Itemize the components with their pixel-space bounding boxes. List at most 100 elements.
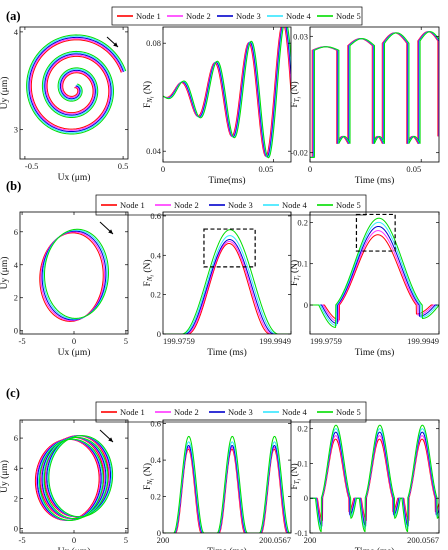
panel-c-plot-1-orbit-node-5 (48, 435, 114, 518)
panel-b-plot-2-axes: 199.9759 199.9949 0 0.2 0.4 0.6 Time (ms) FNi (… (142, 211, 292, 358)
panel-a-plot-2-series-node-3 (163, 27, 291, 158)
panel-c-plot-1-xtick-label: -5 (19, 535, 26, 545)
panel-c-plot-1-orbit-node-5 (39, 438, 104, 521)
panel-b-plot-1-xtick-label: 0 (72, 336, 76, 346)
panel-b-plot-2-curves (163, 229, 291, 334)
panel-a-plot-2-ytick-label: 0.08 (146, 38, 161, 48)
panel-a-plot-2-ylabel: FNi (N) (142, 81, 156, 108)
panel-a-plot-1-ytick-label: 3 (14, 125, 18, 135)
panel-c-plot-2-ytick-label: 0.4 (150, 455, 161, 465)
panel-a-plot-1-orbit-node-4 (27, 35, 126, 134)
panel-c-plot-3-xtick-label: 200 (304, 535, 317, 545)
panel-c-plot-1-xtick-label: 5 (124, 535, 128, 545)
panel-a-plot-3-ytick-label: 0.03 (293, 31, 308, 41)
panel-b-plot-3-ylabel: FTi (N) (289, 260, 303, 286)
legend-entry-node-3: Node 3 (228, 200, 253, 210)
panel-a-plot-1-axes: -0.5 0.5 3 4 Ux (μm) Uy (μm) (0, 26, 129, 183)
panel-c-plot-1-ytick-label: 6 (14, 433, 18, 443)
panel-label-b: (b) (6, 179, 21, 193)
panel-b-plot-3-xtick-label: 199.9759 (310, 336, 342, 346)
panel-c-plot-1-xtick-label: 0 (72, 535, 76, 545)
panel-b-plot-3-frame (309, 211, 440, 335)
panel-b-plot-1-xtick-label: -5 (19, 336, 26, 346)
panel-a-plot-1-orbit-node-2 (29, 38, 123, 131)
panel-b-plot-2-xtick-label: 199.9949 (259, 336, 291, 346)
panel-b-plot-3-axes: 199.9759 199.9949 0 0.1 0.2 Time (ms) FTi (N) (289, 211, 440, 358)
legend-entry-node-2: Node 2 (186, 11, 211, 21)
panel-a-plot-1-curves (26, 34, 127, 135)
panel-c-plot-3-xlabel: Time (ms) (355, 546, 395, 550)
panel-b-plot-2-ytick-label: 0.6 (150, 211, 161, 221)
legend-entry-node-2: Node 2 (174, 200, 199, 210)
panel-a-plot-2-xtick-label: 0 (161, 164, 165, 174)
panel-b-plot-1-ytick-label: 6 (14, 227, 18, 237)
legend-entry-node-1: Node 1 (120, 200, 145, 210)
panel-b-plot-2-ytick-label: 0 (157, 329, 161, 339)
legend-entry-node-4: Node 4 (286, 11, 312, 21)
panel-b-plot-2-series-node-2 (163, 241, 291, 334)
panel-b-plot-2-series-node-4 (163, 235, 291, 334)
legend-box (95, 194, 367, 216)
legend-entry-node-3: Node 3 (228, 407, 253, 417)
panel-c-plot-2-series-node-4 (163, 441, 291, 533)
panel-label-a: (a) (6, 9, 21, 23)
panel-c-plot-2-axes: 200 200.0567 0 0.2 0.4 0.6 Time (ms) FNi (N) (142, 419, 292, 550)
panel-b-plot-2-xtick-label: 199.9759 (163, 336, 195, 346)
panel-b-plot-3-ytick-label: 0 (304, 300, 308, 310)
panel-c-plot-3-series-node-5 (310, 424, 439, 533)
panel-a-plot-1-orbit-node-1 (30, 39, 122, 130)
panel-b-plot-1-orbit-node-5 (44, 228, 109, 319)
panel-a-plot-1-orbit-node-5 (26, 34, 127, 135)
panel-b-plot-1-ytick-label: 4 (14, 260, 19, 270)
panel-c-plot-1-arrow-head (108, 437, 113, 442)
panel-b-plot-1-ylabel: Uy (μm) (0, 257, 10, 290)
panel-c-plot-1-ytick-label: 2 (14, 493, 18, 503)
panel-a-plot-3-xlabel: Time (ms) (355, 175, 395, 186)
panel-b-plot-1-arrow-head (108, 229, 113, 234)
panel-b-plot-2-series-node-3 (163, 239, 291, 334)
panel-b-plot-2-ytick-label: 0.2 (150, 290, 161, 300)
panel-a-plot-2-series-node-1 (163, 27, 291, 157)
panel-b-plot-3-xlabel: Time (ms) (355, 347, 395, 358)
legend-0: Node 1 Node 2 Node 3 Node 4 Node 5 (111, 6, 363, 26)
panel-c-plot-2-xlabel: Time (ms) (207, 546, 247, 550)
panel-c-plot-1-xlabel: Ux (μm) (58, 546, 91, 550)
legend-entry-node-5: Node 5 (336, 11, 361, 21)
panel-a-plot-3-ylabel: FTi (N) (289, 81, 303, 107)
panel-b-plot-3-curves (310, 217, 439, 328)
panel-c-plot-3-axes: 200 200.0567 -0.1 0 0.1 0.2 Time (ms) FTi (N) (289, 419, 440, 550)
legend-entry-node-1: Node 1 (120, 407, 145, 417)
panel-c-plot-1-ytick-label: 4 (14, 463, 19, 473)
panel-c-plot-2-xtick-label: 200 (157, 535, 170, 545)
panel-a-plot-3-ytick-label: -0.02 (290, 148, 308, 158)
panel-b-plot-1-xtick-label: 5 (124, 336, 128, 346)
panel-a-plot-1-orbit-node-3 (28, 36, 124, 133)
panel-b-plot-2-dashed-box (203, 228, 256, 268)
panel-a-plot-2-series-node-5 (163, 27, 291, 159)
panel-a-plot-2-curves (163, 27, 291, 159)
panel-c-plot-1-ylabel: Uy (μm) (0, 460, 10, 493)
legend-entry-node-5: Node 5 (336, 200, 361, 210)
panel-label-c: (c) (6, 386, 20, 400)
panel-b-plot-3-dashed-box (355, 213, 396, 252)
panel-c-plot-3-ytick-label: 0.1 (297, 458, 308, 468)
panel-a-plot-2-ytick-label: 0.04 (146, 146, 162, 156)
panel-b-plot-3-series-node-5 (310, 217, 439, 328)
panel-b-plot-1-xlabel: Ux (μm) (58, 347, 91, 358)
legend-entry-node-1: Node 1 (136, 11, 161, 21)
panel-c-plot-3-ylabel: FTi (N) (289, 463, 303, 489)
panel-c-plot-2-ytick-label: 0 (157, 528, 161, 538)
panel-a-plot-3-curves (310, 31, 439, 158)
panel-c-plot-3-frame (309, 419, 440, 534)
panel-a-plot-1-ylabel: Uy (μm) (0, 77, 10, 110)
legend-2: Node 1 Node 2 Node 3 Node 4 Node 5 (95, 401, 367, 423)
panel-a-plot-3-xtick-label: 0 (308, 164, 312, 174)
legend-box (95, 401, 367, 423)
panel-a-plot-1-xtick-label: 0.5 (118, 161, 129, 171)
panel-b-plot-3-series-node-4 (310, 221, 439, 327)
panel-b-plot-1-ytick-label: 0 (14, 326, 18, 336)
panel-c-plot-2-ytick-label: 0.2 (150, 492, 161, 502)
